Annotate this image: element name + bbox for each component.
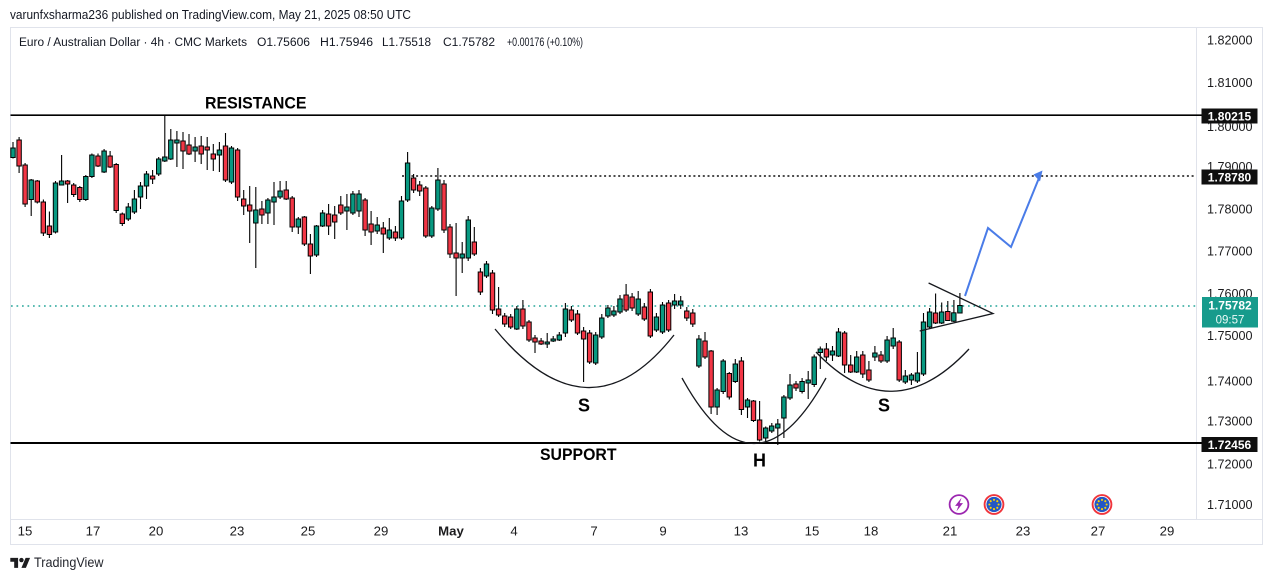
svg-text:1.81000: 1.81000: [1207, 76, 1253, 90]
svg-text:RESISTANCE: RESISTANCE: [205, 94, 307, 113]
svg-text:May: May: [438, 524, 464, 539]
svg-text:15: 15: [18, 524, 33, 539]
svg-text:1.72456: 1.72456: [1208, 438, 1252, 452]
svg-text:L1.75518: L1.75518: [382, 35, 431, 49]
svg-text:13: 13: [734, 524, 749, 539]
svg-text:1.75000: 1.75000: [1207, 329, 1253, 343]
svg-text:varunfxsharma236 published on: varunfxsharma236 published on TradingVie…: [10, 8, 411, 22]
svg-text:25: 25: [301, 524, 316, 539]
svg-text:1.78000: 1.78000: [1207, 202, 1253, 216]
svg-text:C1.75782: C1.75782: [443, 35, 495, 49]
svg-text:29: 29: [374, 524, 389, 539]
svg-text:S: S: [578, 396, 590, 416]
svg-text:1.72000: 1.72000: [1207, 457, 1253, 471]
svg-text:H1.75946: H1.75946: [320, 35, 373, 49]
svg-text:7: 7: [590, 524, 597, 539]
svg-text:1.74000: 1.74000: [1207, 375, 1253, 389]
svg-text:27: 27: [1091, 524, 1106, 539]
svg-text:1.75782: 1.75782: [1208, 299, 1252, 313]
svg-text:18: 18: [864, 524, 879, 539]
svg-text:9: 9: [659, 524, 666, 539]
svg-text:1.78780: 1.78780: [1208, 170, 1252, 184]
svg-text:1.73000: 1.73000: [1207, 414, 1253, 428]
svg-text:1.80215: 1.80215: [1208, 109, 1252, 123]
svg-text:S: S: [878, 396, 890, 416]
svg-text:09:57: 09:57: [1216, 315, 1245, 327]
svg-text:23: 23: [230, 524, 245, 539]
svg-text:21: 21: [943, 524, 958, 539]
svg-text:1.77000: 1.77000: [1207, 245, 1253, 259]
svg-text:4: 4: [510, 524, 517, 539]
svg-text:H: H: [753, 451, 766, 471]
svg-text:Euro / Australian Dollar · 4h: Euro / Australian Dollar · 4h · CMC Mark…: [19, 35, 247, 49]
svg-text:23: 23: [1016, 524, 1031, 539]
svg-text:15: 15: [805, 524, 820, 539]
svg-text:SUPPORT: SUPPORT: [540, 445, 617, 464]
svg-text:+0.00176 (+0.10%): +0.00176 (+0.10%): [507, 35, 583, 49]
svg-text:O1.75606: O1.75606: [257, 35, 310, 49]
svg-text:TradingView: TradingView: [34, 555, 104, 570]
svg-text:1.71000: 1.71000: [1207, 498, 1253, 512]
svg-text:20: 20: [149, 524, 164, 539]
svg-text:17: 17: [86, 524, 101, 539]
svg-text:1.82000: 1.82000: [1207, 33, 1253, 47]
svg-text:29: 29: [1160, 524, 1175, 539]
